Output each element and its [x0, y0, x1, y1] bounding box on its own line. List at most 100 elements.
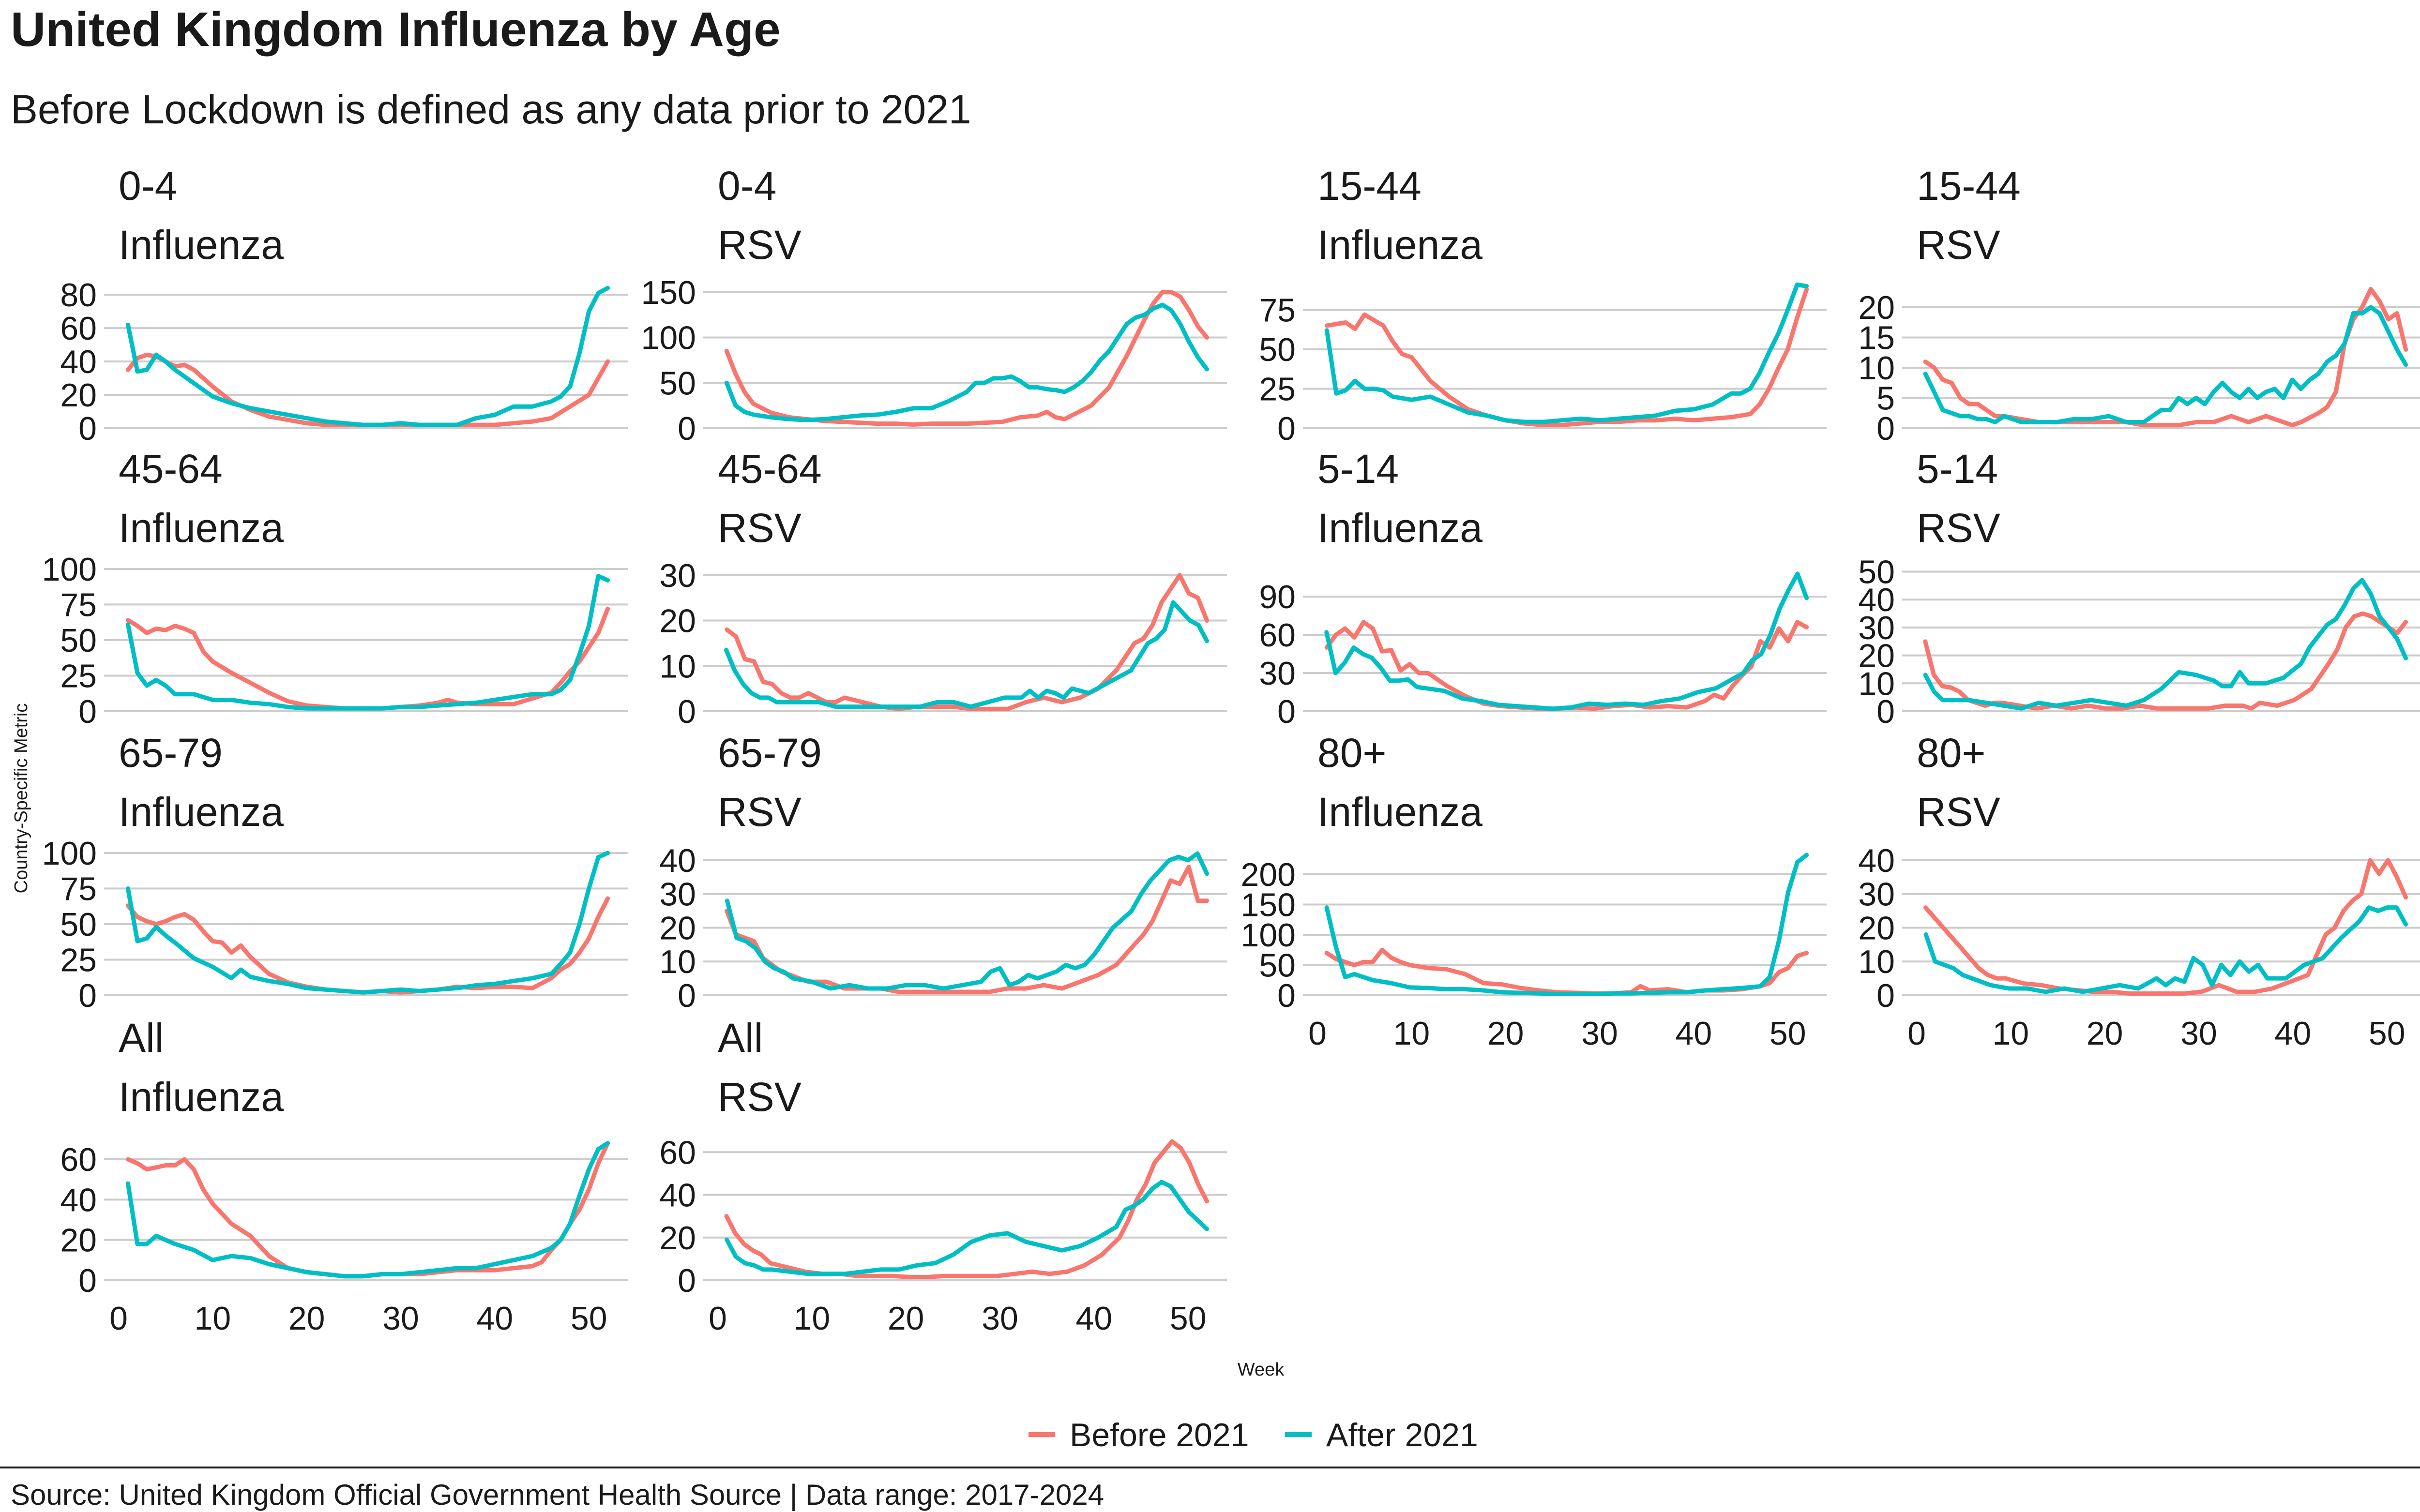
y-tick-label: 100: [641, 320, 696, 357]
facet-age-label: 15-44: [1317, 163, 1422, 209]
y-tick-label: 10: [659, 943, 696, 980]
x-tick-label: 20: [288, 1300, 325, 1337]
x-tick-label: 40: [1076, 1300, 1113, 1337]
y-tick-label: 30: [1259, 655, 1296, 692]
series-line-before: [1324, 287, 1809, 427]
y-tick-label: 20: [659, 1220, 696, 1257]
series-line-before: [724, 1139, 1210, 1279]
y-tick-label: 50: [659, 365, 696, 402]
x-tick-label: 40: [1676, 1015, 1712, 1052]
x-tick-label: 40: [477, 1300, 514, 1337]
y-tick-label: 0: [678, 977, 696, 1014]
x-tick-label: 50: [1770, 1015, 1806, 1052]
facet-virus-label: RSV: [718, 1074, 802, 1120]
facet-virus-label: Influenza: [1317, 505, 1482, 551]
series-line-after: [1923, 905, 2408, 994]
y-tick-label: 100: [42, 835, 97, 872]
facet-age-label: 15-44: [1917, 163, 2021, 209]
legend: Before 2021 After 2021: [1028, 1417, 1478, 1453]
y-tick-label: 60: [659, 1134, 696, 1171]
y-tick-label: 0: [1277, 693, 1296, 730]
y-tick-label: 30: [659, 876, 696, 913]
facet-virus-label: Influenza: [119, 1074, 284, 1120]
y-tick-label: 30: [659, 557, 696, 594]
facet-virus-label: RSV: [1917, 505, 2000, 551]
y-tick-label: 60: [1259, 617, 1296, 654]
caption: Source: United Kingdom Official Governme…: [11, 1479, 1104, 1511]
facet-age-label: 65-79: [119, 730, 223, 776]
series-line-after: [125, 1141, 610, 1279]
facet-virus-label: RSV: [1917, 222, 2000, 268]
facet-grid: 0-4Influenza0204060800-4RSV05010015015-4…: [42, 163, 2420, 1337]
facet-panel: All RSV 0 20 40 60 0 10 20 30 40 50: [659, 1015, 1227, 1337]
x-tick-label: 0: [1308, 1015, 1327, 1052]
y-tick-label: 50: [60, 622, 97, 659]
y-tick-label: 75: [60, 586, 97, 623]
y-tick-label: 0: [1876, 693, 1895, 730]
facet-virus-label: RSV: [718, 789, 802, 835]
y-tick-label: 80: [60, 277, 97, 314]
x-tick-label: 20: [888, 1300, 924, 1337]
y-tick-label: 10: [659, 648, 696, 685]
y-tick-label: 20: [1858, 910, 1895, 946]
y-tick-label: 50: [1858, 554, 1895, 591]
y-tick-label: 10: [1858, 350, 1895, 387]
facet-virus-label: Influenza: [119, 789, 284, 835]
series-line-after: [725, 1180, 1210, 1276]
y-tick-label: 0: [678, 693, 696, 730]
facet-age-label: 80+: [1917, 730, 1986, 776]
x-tick-label: 10: [195, 1300, 231, 1337]
facet-age-label: 45-64: [718, 446, 822, 492]
facet-panel: 0-4 RSV 0 50 100 150: [641, 163, 1227, 447]
y-tick-label: 0: [1277, 410, 1296, 447]
x-tick-label: 30: [1581, 1015, 1618, 1052]
y-tick-label: 40: [1858, 582, 1895, 618]
x-tick-label: 30: [982, 1300, 1018, 1337]
y-tick-label: 0: [78, 977, 97, 1014]
y-tick-label: 50: [60, 906, 97, 943]
y-tick-label: 0: [678, 410, 696, 447]
y-tick-label: 60: [60, 1141, 97, 1178]
y-tick-label: 150: [641, 274, 696, 311]
x-tick-label: 0: [109, 1300, 128, 1337]
legend-label-after: After 2021: [1326, 1417, 1478, 1453]
y-tick-label: 30: [1858, 610, 1895, 646]
y-tick-label: 25: [60, 942, 97, 978]
x-tick-label: 10: [1393, 1015, 1430, 1052]
y-tick-label: 50: [1259, 331, 1296, 368]
y-tick-label: 40: [60, 344, 97, 380]
y-tick-label: 90: [1259, 579, 1296, 615]
facet-age-label: 5-14: [1317, 446, 1399, 492]
y-tick-label: 200: [1241, 856, 1296, 893]
x-tick-label: 40: [2275, 1015, 2312, 1052]
series-line-before: [724, 290, 1210, 427]
x-tick-label: 0: [709, 1300, 727, 1337]
chart-subtitle: Before Lockdown is defined as any data p…: [11, 87, 971, 132]
series-line-before: [1923, 858, 2408, 996]
y-tick-label: 20: [1858, 638, 1895, 674]
facet-virus-label: Influenza: [1317, 789, 1482, 835]
facet-age-label: 0-4: [119, 163, 177, 209]
series-line-after: [125, 574, 610, 711]
y-tick-label: 40: [60, 1182, 97, 1218]
series-line-after: [125, 285, 610, 427]
facet-age-label: All: [119, 1015, 164, 1061]
y-axis-title: Country-Specific Metric: [11, 704, 31, 894]
series-line-after: [125, 851, 610, 995]
y-tick-label: 0: [1876, 977, 1895, 1014]
x-tick-label: 30: [382, 1300, 419, 1337]
y-tick-label: 5: [1876, 380, 1895, 417]
y-tick-label: 0: [78, 410, 97, 447]
facet-virus-label: RSV: [1917, 789, 2000, 835]
series-line-after: [1923, 305, 2408, 424]
x-tick-label: 30: [2180, 1015, 2217, 1052]
y-tick-label: 100: [1241, 917, 1296, 954]
x-tick-label: 50: [1170, 1300, 1207, 1337]
